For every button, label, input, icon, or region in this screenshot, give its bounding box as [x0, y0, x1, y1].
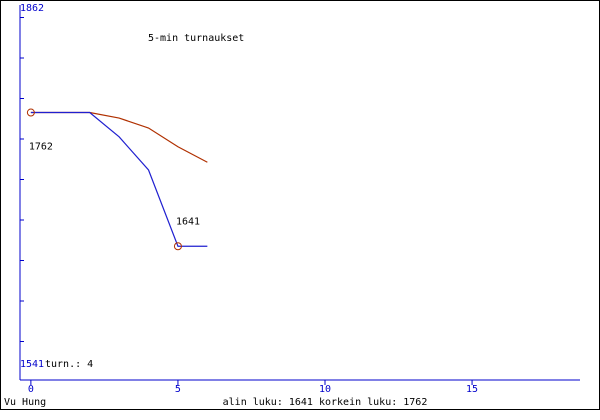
marker: [173, 242, 182, 251]
annotation: 1641: [176, 216, 200, 227]
frame: [0, 0, 600, 410]
y-max-label: 1862: [20, 3, 44, 14]
chart-title: 5-min turnaukset: [148, 33, 244, 44]
x-tick-label: 10: [319, 384, 331, 395]
marker: [26, 108, 35, 117]
x-tick-label: 5: [175, 384, 181, 395]
annotation: 1762: [29, 142, 53, 153]
rating-line: [30, 111, 208, 247]
x-tick-label: 0: [28, 384, 34, 395]
y-min-label: 1541: [20, 359, 44, 370]
footer: alin luku: 1641 korkein luku: 1762: [223, 397, 428, 408]
player-name: Vu Hung: [4, 397, 46, 408]
x-tick-label: 15: [466, 384, 478, 395]
games-label: turn.: 4: [45, 359, 93, 370]
